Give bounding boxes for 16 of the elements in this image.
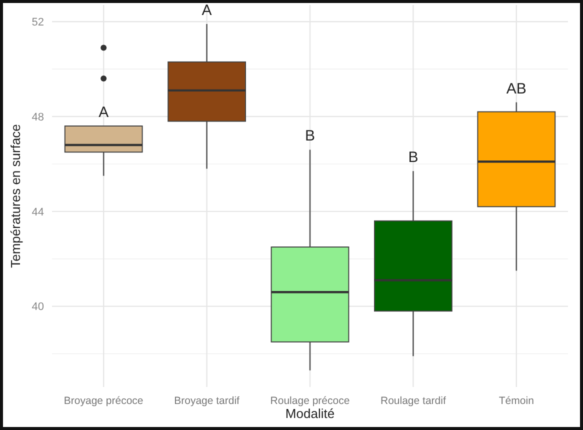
y-axis-title: Températures en surface (8, 124, 23, 268)
y-tick-label: 52 (32, 16, 44, 28)
annotation: A (98, 104, 109, 122)
x-tick-label: Témoin (498, 395, 534, 407)
annotation: B (408, 149, 418, 166)
y-tick-label: 48 (32, 111, 44, 124)
annotation: AB (506, 80, 526, 98)
x-tick-label: Broyage tardif (174, 395, 240, 407)
annotation: A (202, 2, 212, 19)
y-tick-label: 40 (32, 301, 44, 314)
x-axis-title: Modalité (285, 406, 335, 421)
y-tick-label: 44 (32, 206, 44, 218)
x-tick-label: Roulage tardif (380, 395, 446, 407)
annotation: B (304, 128, 316, 145)
x-tick-label: Broyage précoce (64, 395, 144, 407)
x-tick-label: Roulage précoce (270, 395, 350, 407)
